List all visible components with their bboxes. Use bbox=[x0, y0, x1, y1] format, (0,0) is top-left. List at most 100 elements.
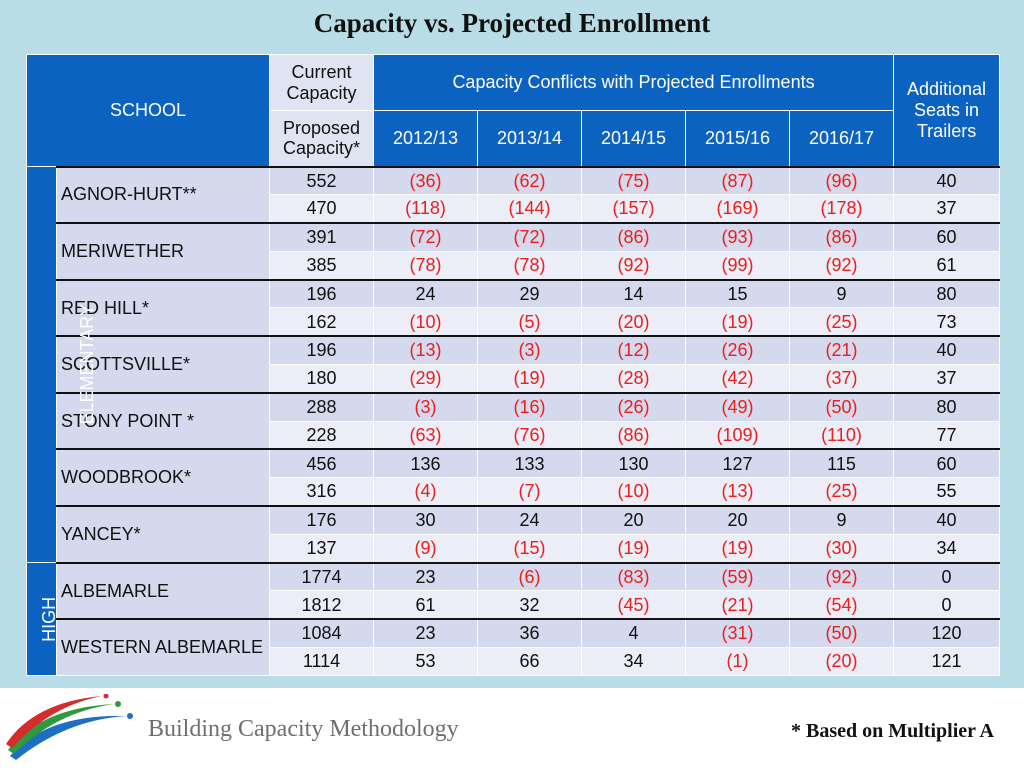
conflict-cell: 136 bbox=[373, 448, 478, 479]
conflict-cell: (20) bbox=[581, 307, 686, 337]
conflict-cell: (9) bbox=[373, 533, 478, 564]
conflict-cell: (4) bbox=[373, 477, 478, 507]
conflict-cell: (29) bbox=[373, 364, 478, 394]
conflict-cell: (78) bbox=[477, 250, 582, 281]
school-name: YANCEY* bbox=[56, 505, 270, 564]
trailer-seats-cell: 40 bbox=[893, 505, 1001, 535]
conflict-cell: 30 bbox=[373, 505, 478, 535]
conflict-cell: (21) bbox=[788, 335, 895, 366]
table-row: STONY POINT * 288 (3) (16) (26) (49) (50) 80 bbox=[27, 391, 1001, 450]
conflict-cell: (37) bbox=[788, 364, 895, 394]
capacity-cell: 316 bbox=[269, 477, 374, 507]
school-name: MERIWETHER bbox=[56, 222, 270, 281]
table-row: 228 (63) (76) (86) (109) (110) 77 bbox=[27, 420, 1001, 450]
conflict-cell: (7) bbox=[477, 477, 582, 507]
trailer-seats-cell: 80 bbox=[893, 278, 1001, 309]
conflict-cell: (78) bbox=[373, 250, 478, 281]
conflict-cell: (25) bbox=[788, 477, 895, 507]
conflict-cell: 9 bbox=[788, 505, 895, 535]
conflict-cell: (144) bbox=[477, 194, 582, 224]
header-year: 2013/14 bbox=[477, 110, 582, 167]
school-name: STONY POINT * bbox=[56, 391, 270, 450]
conflict-cell: (86) bbox=[788, 222, 895, 252]
header-year: 2014/15 bbox=[581, 110, 686, 167]
table-row: ELEMENTARY AGNOR-HURT** 552 (36) (62) (75) (87… bbox=[26, 165, 1001, 564]
conflict-cell: (92) bbox=[788, 561, 895, 592]
capacity-cell: 1812 bbox=[269, 590, 374, 620]
conflict-cell: 53 bbox=[373, 647, 478, 677]
conflict-cell: (50) bbox=[788, 391, 895, 422]
capacity-cell: 162 bbox=[269, 307, 374, 337]
school-name: ALBEMARLE bbox=[56, 561, 270, 620]
conflict-cell: (30) bbox=[788, 533, 895, 564]
page-title: Capacity vs. Projected Enrollment bbox=[313, 8, 711, 38]
table-row: WESTERN ALBEMARLE 1084 23 36 4 (31) (50) 120 bbox=[27, 618, 1001, 677]
category-high: HIGH bbox=[26, 562, 60, 677]
conflict-cell: 20 bbox=[685, 505, 790, 535]
conflict-cell: 15 bbox=[685, 278, 790, 309]
conflict-cell: (45) bbox=[581, 590, 686, 620]
table-row: 180 (29) (19) (28) (42) (37) 37 bbox=[27, 364, 1001, 394]
conflict-cell: 24 bbox=[373, 278, 478, 309]
school-name: WOODBROOK* bbox=[56, 448, 270, 507]
footnote: * Based on Multiplier A bbox=[791, 720, 994, 742]
conflict-cell: 29 bbox=[477, 278, 582, 309]
table-row: 470 (118) (144) (157) (169) (178) 37 bbox=[27, 194, 1001, 224]
conflict-cell: 23 bbox=[373, 561, 478, 592]
conflict-cell: (10) bbox=[581, 477, 686, 507]
table-row: 137 (9) (15) (19) (19) (30) 34 bbox=[27, 533, 1001, 564]
conflict-cell: (76) bbox=[477, 420, 582, 450]
conflict-cell: (20) bbox=[788, 647, 895, 677]
table-body: ELEMENTARY AGNOR-HURT** 552 (36) (62) (75) (87… bbox=[26, 165, 1001, 677]
footer-title: Building Capacity Methodology bbox=[148, 716, 459, 742]
trailer-seats-cell: 80 bbox=[893, 391, 1001, 422]
header-current-capacity: Current Capacity bbox=[269, 54, 374, 111]
table-row: YANCEY* 176 30 24 20 20 9 40 bbox=[27, 505, 1001, 564]
capacity-cell: 456 bbox=[269, 448, 374, 479]
conflict-cell: (72) bbox=[373, 222, 478, 252]
trailer-seats-cell: 77 bbox=[893, 420, 1001, 450]
table-row: HIGH ALBEMARLE 1774 23 (6) (83) (59) (92) 0 bbox=[26, 561, 1001, 677]
trailer-seats-cell: 0 bbox=[893, 590, 1001, 620]
conflict-cell: (178) bbox=[788, 194, 895, 224]
conflict-cell: (54) bbox=[788, 590, 895, 620]
trailer-seats-cell: 73 bbox=[893, 307, 1001, 337]
conflict-cell: (87) bbox=[685, 165, 790, 196]
table-row: 162 (10) (5) (20) (19) (25) 73 bbox=[27, 307, 1001, 337]
conflict-cell: (59) bbox=[685, 561, 790, 592]
category-label: HIGH bbox=[39, 596, 60, 642]
trailer-seats-cell: 60 bbox=[893, 448, 1001, 479]
capacity-cell: 288 bbox=[269, 391, 374, 422]
conflict-cell: (49) bbox=[685, 391, 790, 422]
conflict-cell: (25) bbox=[788, 307, 895, 337]
conflict-cell: (92) bbox=[581, 250, 686, 281]
conflict-cell: (3) bbox=[477, 335, 582, 366]
swoosh-logo bbox=[6, 694, 133, 760]
trailer-seats-cell: 37 bbox=[893, 194, 1001, 224]
conflict-cell: (110) bbox=[788, 420, 895, 450]
conflict-cell: (10) bbox=[373, 307, 478, 337]
conflict-cell: 23 bbox=[373, 618, 478, 649]
conflict-cell: (157) bbox=[581, 194, 686, 224]
conflict-cell: 9 bbox=[788, 278, 895, 309]
capacity-cell: 391 bbox=[269, 222, 374, 252]
conflict-cell: (109) bbox=[685, 420, 790, 450]
conflict-cell: (15) bbox=[477, 533, 582, 564]
conflict-cell: 24 bbox=[477, 505, 582, 535]
conflict-cell: (99) bbox=[685, 250, 790, 281]
conflict-cell: (5) bbox=[477, 307, 582, 337]
conflict-cell: (1) bbox=[685, 647, 790, 677]
conflict-cell: (26) bbox=[685, 335, 790, 366]
conflict-cell: (6) bbox=[477, 561, 582, 592]
conflict-cell: (19) bbox=[685, 307, 790, 337]
capacity-cell: 137 bbox=[269, 533, 374, 564]
capacity-cell: 176 bbox=[269, 505, 374, 535]
conflict-cell: (93) bbox=[685, 222, 790, 252]
conflict-cell: (92) bbox=[788, 250, 895, 281]
trailer-seats-cell: 60 bbox=[893, 222, 1001, 252]
conflict-cell: (16) bbox=[477, 391, 582, 422]
header-year: 2012/13 bbox=[373, 110, 478, 167]
conflict-cell: (63) bbox=[373, 420, 478, 450]
conflict-cell: (36) bbox=[373, 165, 478, 196]
conflict-cell: 130 bbox=[581, 448, 686, 479]
